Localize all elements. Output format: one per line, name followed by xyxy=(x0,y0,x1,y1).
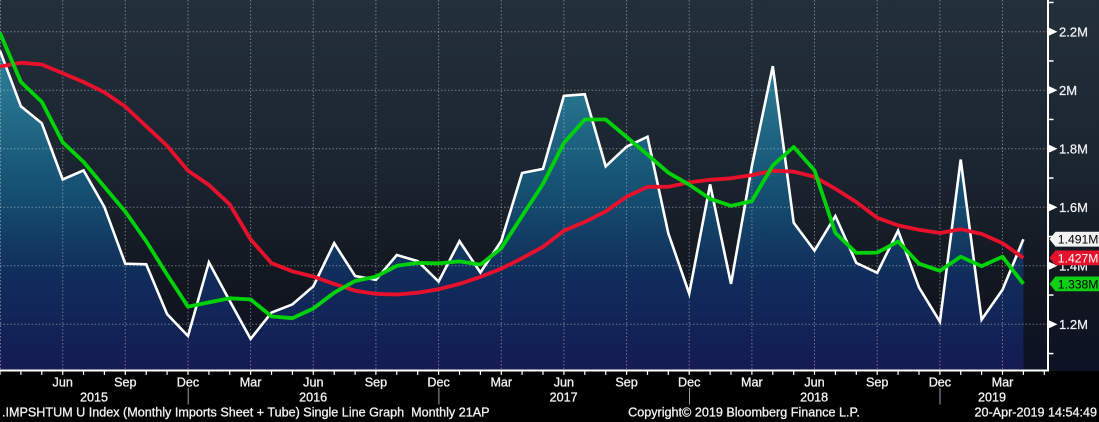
svg-text:Sep: Sep xyxy=(615,376,637,390)
svg-text:Dec: Dec xyxy=(177,376,199,390)
svg-text:2M: 2M xyxy=(1059,83,1077,98)
svg-text:Mar: Mar xyxy=(490,376,512,390)
svg-text:Mar: Mar xyxy=(741,376,763,390)
svg-text:1.6M: 1.6M xyxy=(1059,200,1088,215)
svg-text:2.2M: 2.2M xyxy=(1059,24,1088,39)
svg-text:Dec: Dec xyxy=(678,376,700,390)
svg-text:1.2M: 1.2M xyxy=(1059,317,1088,332)
svg-text:2016: 2016 xyxy=(299,391,327,405)
svg-text:Jun: Jun xyxy=(554,376,574,390)
svg-text:1.338M: 1.338M xyxy=(1058,277,1099,291)
svg-text:1.491M: 1.491M xyxy=(1058,233,1099,247)
svg-text:Jun: Jun xyxy=(53,376,73,390)
svg-text:Sep: Sep xyxy=(365,376,387,390)
svg-text:2019: 2019 xyxy=(978,391,1006,405)
svg-text:2018: 2018 xyxy=(800,391,828,405)
svg-text:Sep: Sep xyxy=(114,376,136,390)
svg-text:Dec: Dec xyxy=(427,376,449,390)
svg-text:20-Apr-2019 14:54:49: 20-Apr-2019 14:54:49 xyxy=(974,406,1097,420)
svg-text:Copyright© 2019 Bloomberg Fina: Copyright© 2019 Bloomberg Finance L.P. xyxy=(628,406,860,420)
svg-text:Sep: Sep xyxy=(866,376,888,390)
svg-text:Mar: Mar xyxy=(240,376,262,390)
svg-text:Jun: Jun xyxy=(804,376,824,390)
svg-text:1.8M: 1.8M xyxy=(1059,141,1088,156)
svg-text:2015: 2015 xyxy=(80,391,108,405)
svg-text:.IMPSHTUM U Index (Monthly Imp: .IMPSHTUM U Index (Monthly Imports Sheet… xyxy=(2,406,490,420)
svg-text:Jun: Jun xyxy=(303,376,323,390)
svg-text:Mar: Mar xyxy=(992,376,1014,390)
svg-text:Dec: Dec xyxy=(929,376,951,390)
svg-text:2017: 2017 xyxy=(550,391,578,405)
svg-text:1.427M: 1.427M xyxy=(1058,251,1099,265)
